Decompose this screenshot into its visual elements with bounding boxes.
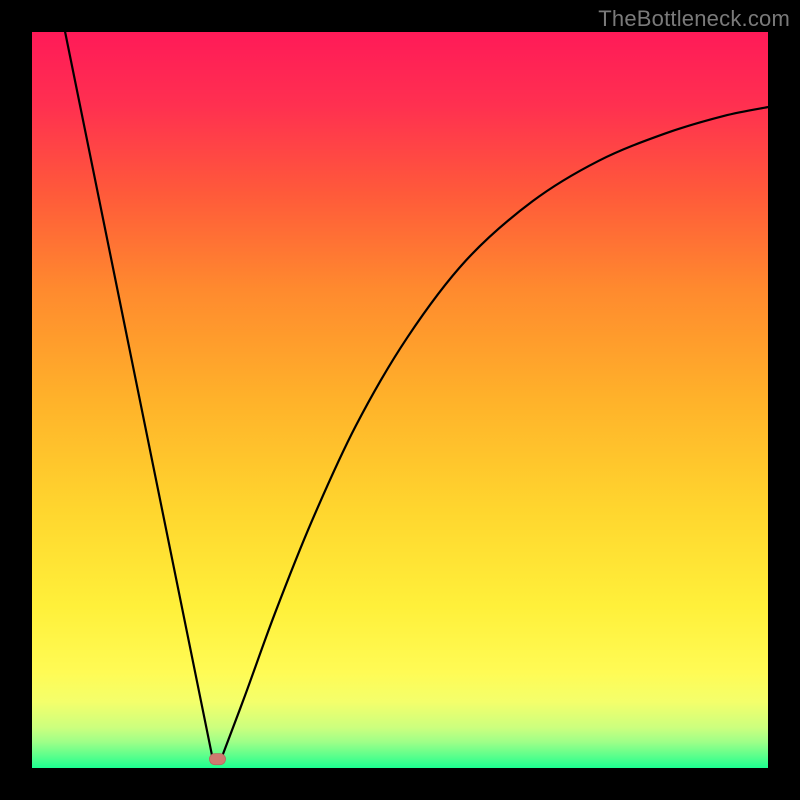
chart-background: [32, 32, 768, 768]
bottleneck-chart: [0, 0, 800, 800]
chart-container: TheBottleneck.com: [0, 0, 800, 800]
watermark-text: TheBottleneck.com: [598, 6, 790, 32]
optimal-point-marker: [209, 754, 225, 765]
